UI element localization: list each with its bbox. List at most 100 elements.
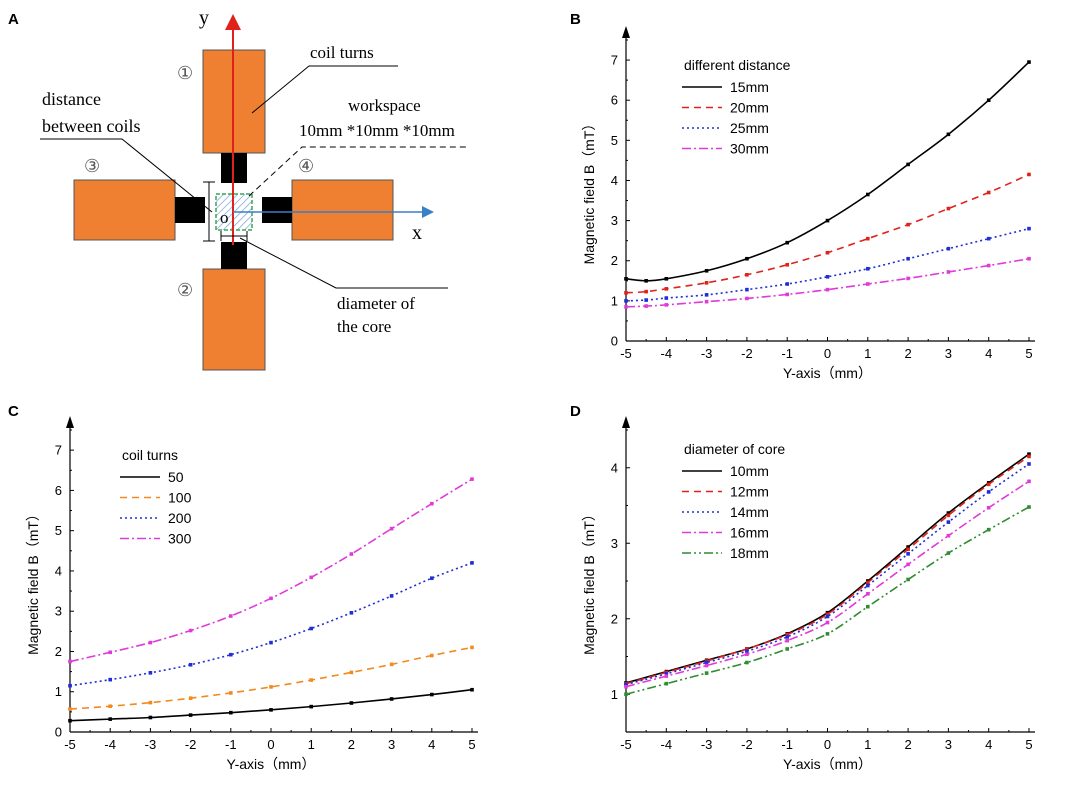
chart-d-x-tick-label: 1 xyxy=(864,737,871,752)
chart-b-legend-label-25mm: 25mm xyxy=(730,120,769,136)
chart-b-data-point-25mm xyxy=(1027,226,1031,231)
chart-d-data-point-18mm xyxy=(745,660,749,665)
chart-b-data-point-25mm xyxy=(664,296,669,300)
chart-c-data-point-300 xyxy=(108,650,112,655)
chart-d-data-point-10mm xyxy=(906,545,910,549)
chart-d-data-point-14mm xyxy=(866,583,870,588)
chart-d-data-point-12mm xyxy=(866,580,870,585)
chart-d-data-point-14mm xyxy=(825,614,830,619)
chart-d-data-point-18mm xyxy=(825,632,830,636)
chart-d-data-point-16mm xyxy=(866,592,870,596)
chart-b-y-tick-label: 7 xyxy=(611,53,618,68)
chart-c-x-tick-label: 3 xyxy=(388,737,395,752)
chart-c-x-tick-label: 2 xyxy=(348,737,355,752)
chart-d-data-point-18mm xyxy=(1027,505,1031,509)
chart-c-data-point-200 xyxy=(470,561,474,565)
label-diameter-line2: the core xyxy=(337,317,391,336)
chart-d-y-tick-label: 4 xyxy=(611,460,618,475)
chart-c-data-point-300 xyxy=(148,640,153,645)
chart-c-data-point-50 xyxy=(229,710,233,715)
chart-b-data-point-15mm xyxy=(1027,60,1031,64)
chart-b-data-point-15mm xyxy=(825,218,830,223)
chart-d-legend-label-12mm: 12mm xyxy=(730,484,769,500)
chart-c-data-point-100 xyxy=(108,704,112,709)
chart-d-x-tick-label: 0 xyxy=(824,737,831,752)
chart-b-data-point-30mm xyxy=(704,299,709,304)
chart-b-y-tick-label: 4 xyxy=(611,173,618,188)
chart-c-data-point-300 xyxy=(309,575,313,580)
chart-d-data-point-10mm xyxy=(946,511,951,515)
chart-d-y-tick-label: 2 xyxy=(611,611,618,626)
chart-b-data-point-15mm xyxy=(624,276,628,281)
chart-d-y-tick-label: 3 xyxy=(611,536,618,551)
chart-b-legend-title: different distance xyxy=(684,57,791,73)
chart-b-data-point-15mm xyxy=(644,279,648,283)
chart-c-series-line-200 xyxy=(69,562,473,687)
chart-b-x-axis-label: Y-axis（mm） xyxy=(783,365,872,381)
chart-c-y-tick-label: 2 xyxy=(55,644,62,659)
chart-c-data-point-200 xyxy=(389,594,394,598)
chart-d-y-axis-arrowhead xyxy=(622,416,630,428)
chart-d-legend-title: diameter of core xyxy=(684,441,785,457)
chart-d-data-point-14mm xyxy=(745,649,749,654)
distance-leader xyxy=(40,138,213,213)
chart-c-data-point-100 xyxy=(148,700,153,705)
chart-c-y-tick-label: 3 xyxy=(55,604,62,619)
chart-b-legend-label-15mm: 15mm xyxy=(730,79,769,95)
chart-d-data-point-14mm xyxy=(946,520,951,524)
panel-d-chart: D -5 -4 -3 -2 -1 0 1 2 3 4 5 1 2 3 4 Y-axis（mm） Magnetic… xyxy=(570,403,1035,772)
chart-c-data-point-200 xyxy=(148,671,153,675)
chart-c-x-tick-label: -3 xyxy=(145,737,157,752)
chart-d-data-point-18mm xyxy=(986,527,991,532)
chart-d-data-point-14mm xyxy=(1027,462,1031,466)
chart-b-data-point-20mm xyxy=(946,206,951,211)
panel-b-chart: B -5 -4 -3 -2 -1 0 1 2 3 4 5 0 1 2 3 4 5 6 7 Y-axis（mm） Magn… xyxy=(570,11,1035,381)
core-bottom xyxy=(221,242,247,269)
coil-4-number: ④ xyxy=(298,156,314,176)
chart-b-plot: -5 -4 -3 -2 -1 0 1 2 3 4 5 0 1 2 3 4 5 6 7 Y-axis（mm） Magnet… xyxy=(581,26,1035,381)
chart-d-data-point-16mm xyxy=(946,533,951,538)
chart-d-x-tick-label: -4 xyxy=(661,737,673,752)
chart-d-data-point-14mm xyxy=(986,490,991,494)
chart-b-x-tick-label: 4 xyxy=(985,346,992,361)
chart-d-data-point-18mm xyxy=(704,671,709,675)
chart-c-x-tick-label: -1 xyxy=(225,737,237,752)
chart-d-data-point-12mm xyxy=(785,632,789,637)
chart-d-data-point-12mm xyxy=(906,547,910,552)
chart-c-x-tick-label: -4 xyxy=(104,737,116,752)
chart-d-data-point-12mm xyxy=(946,513,951,518)
chart-d-data-point-14mm xyxy=(664,672,669,676)
chart-d-legend-label-14mm: 14mm xyxy=(730,504,769,520)
chart-c-x-axis-label: Y-axis（mm） xyxy=(227,756,316,772)
chart-c-data-point-100 xyxy=(470,645,474,650)
chart-b-data-point-15mm xyxy=(664,276,669,281)
chart-c-plot: -5 -4 -3 -2 -1 0 1 2 3 4 501234567Y-axis（mm）Magnet… xyxy=(25,416,478,772)
label-coil-turns: coil turns xyxy=(310,43,374,62)
chart-b-legend-label-20mm: 20mm xyxy=(730,100,769,116)
chart-b-data-point-30mm xyxy=(946,270,951,274)
coil-4 xyxy=(291,179,394,241)
chart-c-y-tick-label: 0 xyxy=(55,725,62,740)
chart-d-legend-label-18mm: 18mm xyxy=(730,545,769,561)
chart-c-x-tick-label: 4 xyxy=(428,737,435,752)
chart-b-data-point-25mm xyxy=(906,256,910,261)
chart-b-y-tick-label: 6 xyxy=(611,93,618,108)
chart-c-data-point-100 xyxy=(269,685,273,689)
chart-b-y-axis-label: Magnetic field B（mT） xyxy=(581,117,597,265)
chart-b-y-tick-label: 5 xyxy=(611,133,618,148)
chart-c-legend-title: coil turns xyxy=(122,447,178,463)
chart-b-x-tick-label: -3 xyxy=(701,346,713,361)
y-axis-label: y xyxy=(199,7,209,29)
chart-c-data-point-100 xyxy=(309,678,313,682)
chart-d-plot: -5 -4 -3 -2 -1 0 1 2 3 4 5 1 2 3 4 Y-axis（mm） Magnetic f… xyxy=(581,416,1035,772)
chart-b-x-tick-label: -1 xyxy=(781,346,793,361)
chart-b-x-tick-label: 2 xyxy=(904,346,911,361)
chart-d-data-point-14mm xyxy=(906,552,910,556)
coil-turns-leader xyxy=(251,65,398,114)
chart-c-data-point-300 xyxy=(349,552,354,556)
chart-d-series-line-14mm xyxy=(625,463,1030,686)
chart-d-data-point-16mm xyxy=(906,562,910,567)
panel-letter-b: B xyxy=(570,11,581,28)
chart-d-x-axis-label: Y-axis（mm） xyxy=(783,756,872,772)
chart-c-data-point-200 xyxy=(430,576,434,580)
